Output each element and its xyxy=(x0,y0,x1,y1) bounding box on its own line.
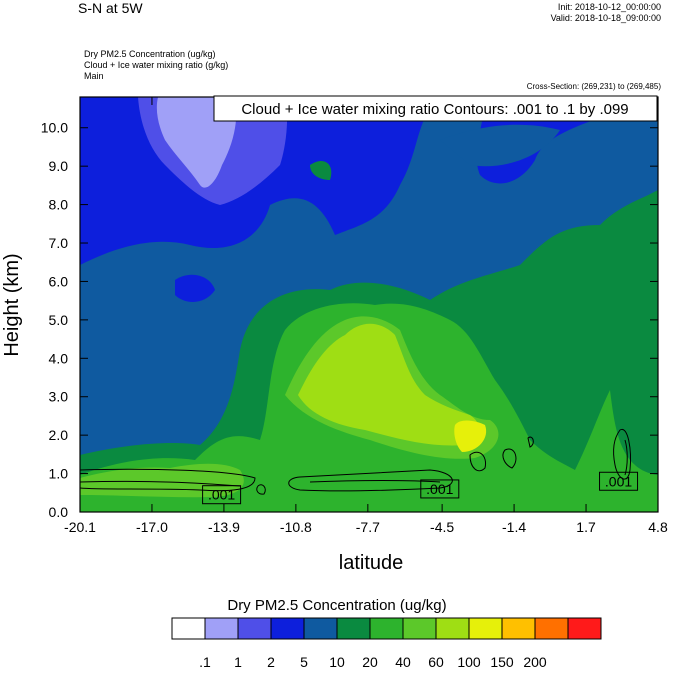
y-tick-label: 3.0 xyxy=(49,389,69,405)
field-line-pm25: Dry PM2.5 Concentration (ug/kg) xyxy=(84,49,216,59)
y-axis-label: Height (km) xyxy=(1,253,23,356)
colorbar-swatch xyxy=(468,617,503,640)
pm25-fill-region xyxy=(175,274,215,302)
x-tick-label: -20.1 xyxy=(64,519,96,535)
chart-title: Cloud + Ice water mixing ratio Contours:… xyxy=(241,101,628,118)
axes: -20.1 -17.0 -13.9 -10.8 -7.7 -4.5 -1.4 1.7 4.8 0.… xyxy=(41,97,668,535)
colorbar-level: 60 xyxy=(428,654,444,668)
page-title: S-N at 5W xyxy=(78,0,143,16)
pm25-fill-region xyxy=(310,160,332,180)
y-tick-label: 5.0 xyxy=(49,312,69,328)
y-tick-label: 8.0 xyxy=(49,197,69,213)
x-tick-label: -17.0 xyxy=(136,519,168,535)
contour-label-box xyxy=(202,485,242,505)
contour-label: .001 xyxy=(605,473,632,489)
colorbar-level: 40 xyxy=(395,654,411,668)
colorbar-swatch xyxy=(237,617,272,640)
colorbar-level: 2 xyxy=(267,654,275,668)
x-axis-label: latitude xyxy=(339,552,404,574)
contour-label-box xyxy=(599,471,639,491)
colorbar-level: 150 xyxy=(490,654,514,668)
contour-label: .001 xyxy=(208,487,235,503)
y-tick-label: 0.0 xyxy=(49,504,69,520)
y-tick-label: 2.0 xyxy=(49,427,69,443)
colorbar-level: 200 xyxy=(523,654,547,668)
cloud-contour-line xyxy=(502,448,517,469)
colorbar-swatch xyxy=(171,617,206,640)
colorbar-swatch xyxy=(501,617,536,640)
y-tick-label: 4.0 xyxy=(49,350,69,366)
cloud-ice-contours xyxy=(80,428,631,495)
y-tick-label: 1.0 xyxy=(49,466,69,482)
cloud-contour-line xyxy=(613,428,631,480)
colorbar-swatch xyxy=(435,617,470,640)
colorbar-swatch xyxy=(567,617,602,640)
cloud-contour-line xyxy=(288,469,453,492)
cloud-contour-line xyxy=(80,468,256,492)
pm25-fill-region xyxy=(440,124,560,167)
field-descriptions: Dry PM2.5 Concentration (ug/kg) Cloud + … xyxy=(84,49,228,82)
colorbar-swatch xyxy=(303,617,338,640)
x-tick-label: -13.9 xyxy=(208,519,240,535)
x-tick-label: -10.8 xyxy=(280,519,312,535)
x-tick-label: -1.4 xyxy=(502,519,526,535)
cloud-contour-line xyxy=(80,480,241,487)
cloud-contour-line xyxy=(256,484,266,495)
colorbar-level: 5 xyxy=(300,654,308,668)
cloud-contour-line xyxy=(309,480,441,483)
init-time: Init: 2018-10-12_00:00:00 xyxy=(557,2,661,12)
x-tick-label: 4.8 xyxy=(648,519,668,535)
contour-label-box xyxy=(420,479,460,499)
y-tick-label: 9.0 xyxy=(49,158,69,174)
colorbar-swatch xyxy=(270,617,305,640)
colorbar-level: 1 xyxy=(234,654,242,668)
y-tick-label: 7.0 xyxy=(49,235,69,251)
pm25-fill-region xyxy=(298,323,480,446)
y-tick-label: 10.0 xyxy=(41,120,68,136)
colorbar-swatch xyxy=(402,617,437,640)
colorbar-title: Dry PM2.5 Concentration (ug/kg) xyxy=(227,597,447,614)
colorbar-level: .1 xyxy=(199,654,211,668)
colorbar-swatch xyxy=(369,617,404,640)
colorbar-swatch xyxy=(534,617,569,640)
x-tick-label: -4.5 xyxy=(430,519,454,535)
valid-time: Valid: 2018-10-18_09:00:00 xyxy=(550,13,661,23)
field-line-domain: Main xyxy=(84,71,104,81)
pm25-fill-region xyxy=(454,420,487,452)
x-tick-label: 1.7 xyxy=(576,519,596,535)
pm25-filled-contours xyxy=(80,97,658,512)
contour-labels: .001 .001 .001 xyxy=(202,471,639,505)
colorbar-level: 20 xyxy=(362,654,378,668)
chart-title-box xyxy=(213,95,658,122)
y-tick-label: 6.0 xyxy=(49,273,69,289)
colorbar-level: 10 xyxy=(329,654,345,668)
cloud-contour-line xyxy=(527,436,534,448)
colorbar-swatch xyxy=(204,617,239,640)
field-line-cloud: Cloud + Ice water mixing ratio (g/kg) xyxy=(84,60,229,70)
colorbar: .1 1 2 5 10 20 40 60 100 150 200 xyxy=(171,617,602,670)
x-tick-label: -7.7 xyxy=(356,519,380,535)
cloud-contour-line xyxy=(469,451,487,472)
colorbar-swatch xyxy=(336,617,371,640)
cross-section-label: Cross-Section: (269,231) to (269,485) xyxy=(526,82,661,91)
contour-label: .001 xyxy=(426,481,453,497)
run-times: Init: 2018-10-12_00:00:00 Valid: 2018-10… xyxy=(551,2,661,24)
colorbar-level: 100 xyxy=(457,654,481,668)
